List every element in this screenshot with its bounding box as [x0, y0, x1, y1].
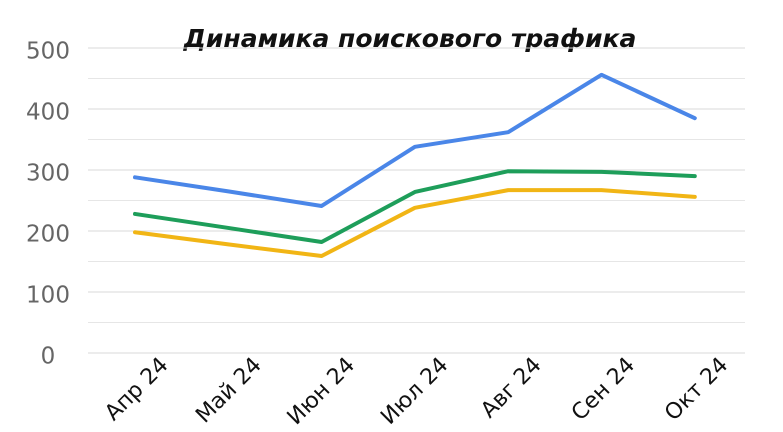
x-tick-label: Апр 24 [100, 353, 173, 426]
x-tick-label: Май 24 [191, 353, 266, 428]
x-tick-label: Окт 24 [660, 353, 733, 426]
x-tick-label: Авг 24 [476, 353, 546, 423]
y-tick-label: 500 [26, 39, 70, 65]
y-tick-label: 200 [26, 222, 70, 248]
y-tick-label: 300 [26, 161, 70, 187]
x-tick-label: Сен 24 [567, 353, 640, 426]
x-tick-label: Июн 24 [283, 353, 360, 430]
chart-title: Динамика поискового трафика [183, 24, 637, 53]
y-tick-label: 100 [26, 283, 70, 309]
x-tick-label: Июл 24 [376, 353, 453, 430]
series-line [133, 188, 697, 259]
y-tick-label: 400 [26, 100, 70, 126]
series-line [133, 72, 697, 208]
y-tick-label: 0 [41, 344, 56, 370]
series-line [133, 169, 697, 244]
